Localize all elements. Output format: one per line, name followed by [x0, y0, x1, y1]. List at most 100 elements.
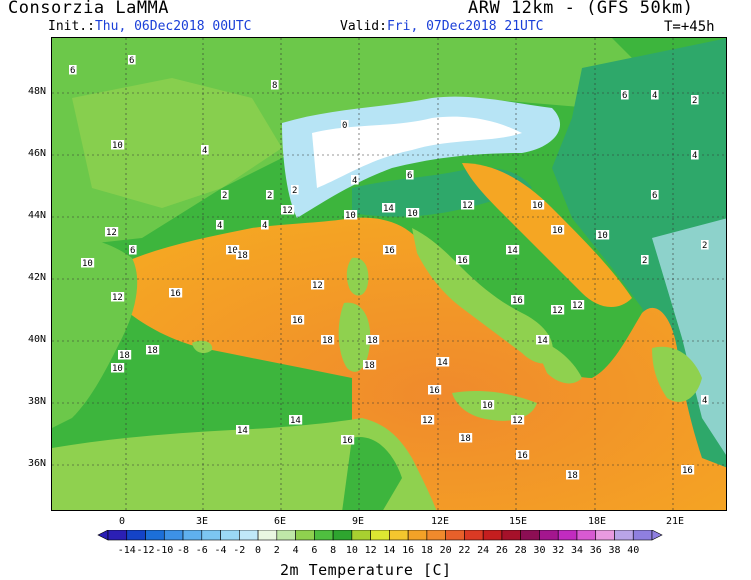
colorbar-cell: [445, 530, 465, 541]
longitude-label: 21E: [666, 516, 685, 527]
temperature-value-box: [266, 190, 274, 200]
temperature-value-label: 4: [692, 151, 697, 161]
temperature-value-box: [456, 255, 470, 265]
colorbar-tick-label: 10: [346, 545, 358, 556]
balearic-island: [192, 340, 213, 354]
colorbar-tick-label: 30: [533, 545, 545, 556]
alps-snow: [312, 116, 522, 188]
latitude-label: 40N: [28, 334, 47, 345]
temperature-value-box: [81, 258, 95, 268]
temperature-value-box: [321, 335, 335, 345]
temperature-value-label: 16: [512, 296, 523, 306]
temperature-value-label: 14: [290, 416, 301, 426]
map-canvas: 6 6 10 4 2 2 4 10 4 12 10 14 10 16 18 16 12 18 18 18 16 12 14 1…: [52, 38, 727, 510]
temperature-value-label: 12: [422, 416, 433, 426]
longitude-label: 6E: [274, 516, 287, 527]
temperature-value-box: [341, 435, 355, 445]
colorbar-cell: [539, 530, 559, 541]
temperature-value-label: 10: [112, 364, 123, 374]
longitude-label: 9E: [352, 516, 365, 527]
temperature-value-box: [146, 345, 160, 355]
latitude-label: 44N: [28, 210, 47, 221]
temperature-value-box: [236, 250, 250, 260]
temperature-value-label: 2: [267, 191, 272, 201]
colorbar-tick-label: 38: [608, 545, 620, 556]
temperature-value-label: 18: [567, 471, 578, 481]
colorbar-tick-label: 26: [496, 545, 508, 556]
temperature-value-box: [291, 315, 305, 325]
colorbar-cell: [595, 530, 615, 541]
temperature-value-label: 18: [119, 351, 130, 361]
temperature-value-label: 4: [652, 91, 657, 101]
land-mild-region: [72, 78, 282, 208]
corsica-land: [346, 257, 369, 296]
latitude-label: 36N: [28, 458, 47, 469]
temperature-value-box: [651, 190, 659, 200]
temperature-value-box: [428, 385, 442, 395]
colorbar-cell: [239, 530, 259, 541]
colorbar-tick-label: -10: [155, 545, 173, 556]
temperature-value-box: [201, 145, 209, 155]
colorbar-tick-label: 20: [440, 545, 452, 556]
temperature-value-box: [726, 270, 727, 280]
temperature-value-label: 18: [364, 361, 375, 371]
temperature-value-label: 4: [202, 146, 207, 156]
temperature-value-label: 10: [345, 211, 356, 221]
temperature-value-box: [111, 140, 125, 150]
temperature-value-box: [641, 255, 649, 265]
colorbar-cell: [426, 530, 446, 541]
colorbar-cell: [614, 530, 634, 541]
colorbar-cell: [201, 530, 221, 541]
longitude-label: 0: [119, 516, 126, 527]
calabria-land: [532, 338, 582, 384]
temperature-value-box: [341, 120, 349, 130]
temperature-value-label: 16: [292, 316, 303, 326]
temperature-value-box: [281, 205, 295, 215]
colorbar-cell: [557, 530, 578, 541]
temperature-value-box: [291, 185, 299, 195]
colorbar-cell: [107, 530, 128, 541]
temperature-value-box: [651, 90, 659, 100]
temperature-value-label: 16: [429, 386, 440, 396]
longitude-label: 18E: [588, 516, 607, 527]
temperature-value-box: [506, 245, 520, 255]
latitude-label: 38N: [28, 396, 47, 407]
colorbar-tick-label: -2: [233, 545, 245, 556]
temperature-value-box: [511, 415, 525, 425]
field-value-labels: 6 6 10 4 2 2 4 10 4 12 10 14 10 16 18 16 12 18 18 18 16 12 14 1…: [69, 55, 727, 481]
temperature-value-box: [701, 240, 709, 250]
temperature-value-label: 12: [112, 293, 123, 303]
temperature-value-label: 6: [129, 56, 134, 66]
temperature-value-label: 18: [367, 336, 378, 346]
temperature-value-label: 10: [552, 226, 563, 236]
temperature-value-box: [681, 465, 695, 475]
temperature-value-box: [596, 230, 610, 240]
temperature-value-label: 14: [383, 204, 394, 214]
colorbar-tick-label: 36: [590, 545, 602, 556]
colorbar-cell: [126, 530, 146, 541]
colorbar: -14 -12 -10 -8 -6 -4 -2 0 2 4 6 8 10 12 14 16 18 20 22 24 26…: [97, 530, 663, 556]
temperature-value-label: 2: [642, 256, 647, 266]
temperature-value-box: [289, 415, 303, 425]
valid-label: Valid:: [340, 19, 387, 34]
iberia-land: [52, 236, 138, 428]
north-africa-land: [52, 418, 437, 510]
temperature-value-box: [344, 210, 358, 220]
colorbar-ticks: -14 -12 -10 -8 -6 -4 -2 0 2 4 6 8 10 12 14 16 18 20 22 24 26…: [118, 545, 640, 556]
latitude-label: 48N: [28, 86, 47, 97]
temperature-value-box: [459, 433, 473, 443]
temperature-value-label: 2: [292, 186, 297, 196]
colorbar-cell: [276, 530, 296, 541]
temperature-value-box: [111, 292, 125, 302]
temperature-value-box: [511, 295, 525, 305]
temperature-value-label: 18: [147, 346, 158, 356]
temperature-value-label: 16: [457, 256, 468, 266]
colorbar-tick-label: -4: [215, 545, 227, 556]
colorbar-cell: [576, 530, 597, 541]
temperature-value-box: [128, 55, 136, 65]
temperature-value-label: 16: [384, 246, 395, 256]
longitude-label: 15E: [509, 516, 528, 527]
temperature-value-box: [169, 288, 183, 298]
temperature-value-label: 2: [702, 241, 707, 251]
colorbar-cell: [389, 530, 409, 541]
